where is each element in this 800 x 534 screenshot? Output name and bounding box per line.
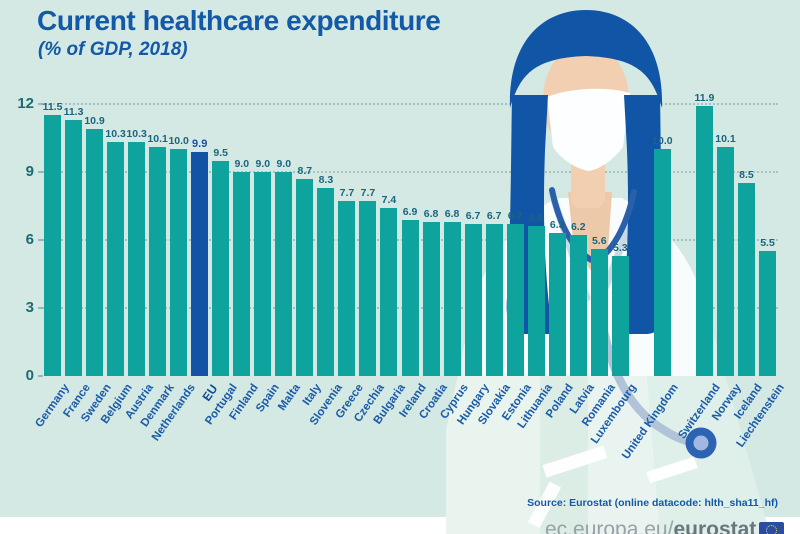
bar-value-label: 7.7 xyxy=(360,187,376,200)
bar-value-label: 10.0 xyxy=(168,135,189,148)
bar-lithuania xyxy=(527,226,545,376)
bar-value-label: 6.3 xyxy=(549,219,565,232)
bar-ireland xyxy=(401,219,419,376)
bar-value-label: 5.5 xyxy=(760,237,775,250)
bar-value-label: 8.5 xyxy=(739,169,754,182)
bar-germany xyxy=(44,115,61,376)
bar-value-label: 6.8 xyxy=(444,207,460,220)
bar-finland xyxy=(233,171,251,376)
bar-belgium xyxy=(107,142,125,376)
y-tick-label: 3 xyxy=(25,298,34,316)
bar-bulgaria xyxy=(380,208,398,376)
bar-romania xyxy=(590,249,608,376)
bar-value-label: 11.3 xyxy=(63,105,84,118)
y-tick-label: 12 xyxy=(17,94,34,112)
bar-value-label: 6.8 xyxy=(423,207,439,220)
bar-value-label: 9.0 xyxy=(234,157,250,170)
bar-value-label: 6.7 xyxy=(507,210,523,223)
bar-luxembourg xyxy=(611,255,629,376)
bar-netherlands xyxy=(170,149,188,376)
bar-value-label: 8.3 xyxy=(318,173,334,186)
bar-liechtenstein xyxy=(759,251,777,376)
bar-value-label: 6.7 xyxy=(465,210,481,223)
bar-value-label: 6.9 xyxy=(402,205,418,218)
bar-value-label: 6.6 xyxy=(528,212,544,225)
y-tick-label: 6 xyxy=(25,230,34,248)
eurostat-url: ec.europa.eu/eurostat xyxy=(545,518,785,534)
bar-italy xyxy=(296,178,314,376)
bar-denmark xyxy=(149,147,167,376)
bar-value-label: 10.3 xyxy=(126,128,147,141)
bar-value-label: 10.0 xyxy=(652,135,673,148)
bar-portugal xyxy=(212,160,230,376)
bar-austria xyxy=(128,142,146,376)
bar-value-label: 9.0 xyxy=(276,157,292,170)
gridline xyxy=(42,102,778,105)
bar-switzerland xyxy=(695,106,713,376)
bar-value-label: 10.3 xyxy=(105,128,126,141)
bar-value-label: 6.2 xyxy=(570,221,586,234)
bar-croatia xyxy=(422,221,440,376)
bar-value-label: 10.1 xyxy=(147,133,168,146)
bar-iceland xyxy=(737,183,755,376)
url-prefix: ec.europa.eu/ xyxy=(545,518,674,534)
bar-value-label: 9.0 xyxy=(255,157,271,170)
bar-slovakia xyxy=(485,224,503,376)
y-tick-mark xyxy=(38,238,43,241)
bar-value-label: 10.9 xyxy=(84,114,105,127)
y-tick-label: 9 xyxy=(25,162,34,180)
bar-sweden xyxy=(86,128,104,376)
bar-value-label: 9.9 xyxy=(192,137,208,150)
bar-czechia xyxy=(359,201,377,376)
bar-value-label: 7.4 xyxy=(381,194,397,207)
bar-hungary xyxy=(464,224,482,376)
bar-cyprus xyxy=(443,221,461,376)
y-tick-mark xyxy=(38,375,43,377)
chart-subtitle: (% of GDP, 2018) xyxy=(38,39,188,60)
bar-latvia xyxy=(569,235,587,376)
y-tick-mark xyxy=(38,170,43,173)
bar-value-label: 8.7 xyxy=(297,164,313,177)
y-tick-mark xyxy=(38,306,43,309)
bar-value-label: 7.7 xyxy=(339,187,355,200)
source-note: Source: Eurostat (online datacode: hlth_… xyxy=(527,497,778,509)
bar-slovenia xyxy=(317,187,335,376)
bar-value-label: 9.5 xyxy=(213,146,229,159)
y-tick-label: 0 xyxy=(25,367,34,384)
bar-united-kingdom xyxy=(653,149,671,376)
bar-estonia xyxy=(506,224,524,376)
bar-malta xyxy=(275,171,293,376)
bar-value-label: 11.9 xyxy=(694,92,715,105)
bar-poland xyxy=(548,233,566,376)
bar-france xyxy=(65,119,83,376)
url-eurostat: eurostat xyxy=(673,518,757,534)
bar-eu xyxy=(191,151,209,376)
bar-spain xyxy=(254,171,272,376)
bar-greece xyxy=(338,201,356,376)
bar-value-label: 11.5 xyxy=(42,101,63,114)
bar-value-label: 6.7 xyxy=(486,210,502,223)
bar-norway xyxy=(716,147,734,376)
bar-value-label: 5.6 xyxy=(591,235,607,248)
bar-value-label: 5.3 xyxy=(612,241,628,254)
y-tick-mark xyxy=(38,102,43,105)
bar-value-label: 10.1 xyxy=(715,133,736,146)
chart-title: Current healthcare expenditure xyxy=(37,5,441,36)
gridline xyxy=(42,170,778,173)
eu-flag-icon xyxy=(759,522,785,534)
